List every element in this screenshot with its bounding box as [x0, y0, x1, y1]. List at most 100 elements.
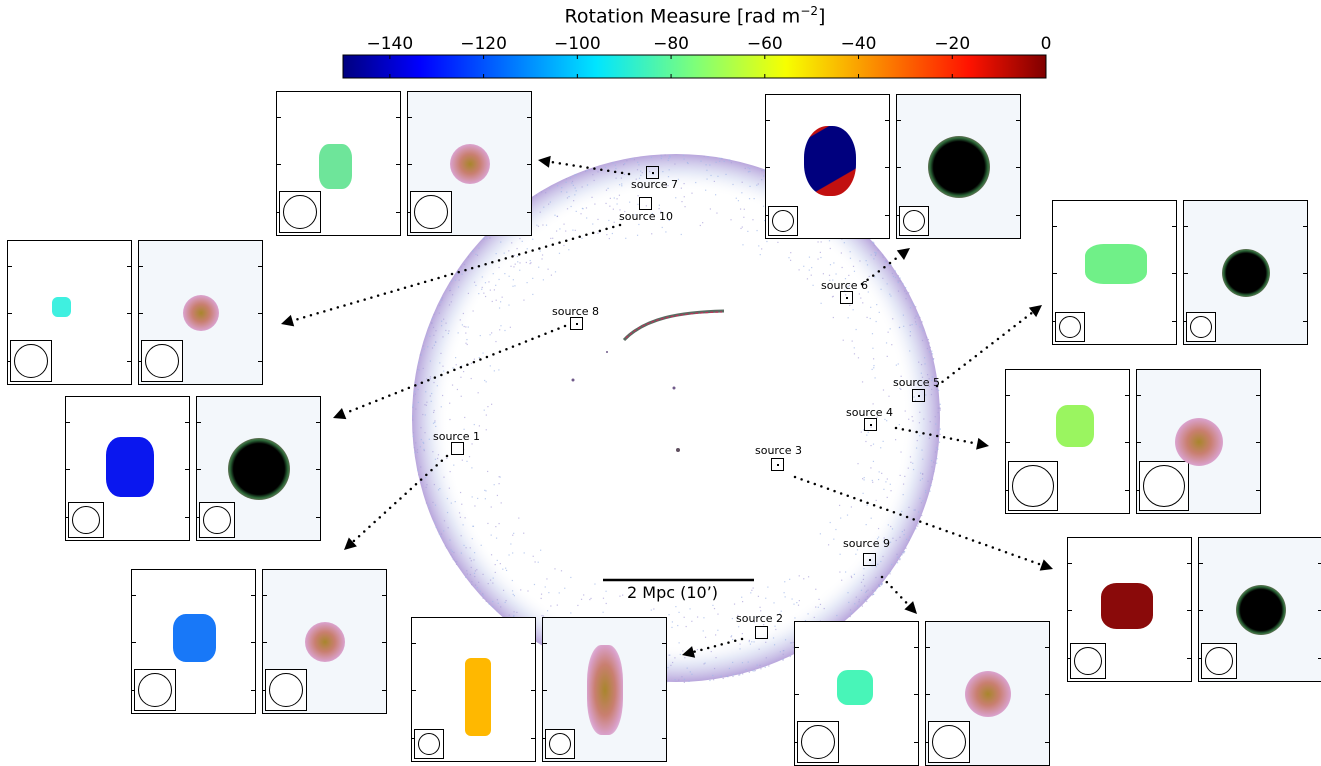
beam-inset: [1201, 643, 1237, 679]
rm-blob: [319, 144, 352, 189]
pointer-arrow: [793, 475, 1053, 571]
rm-blob: [837, 670, 873, 705]
arrows: [281, 155, 1053, 658]
radio-image-noise: [412, 154, 942, 683]
colorbar-tick-label: −100: [554, 34, 601, 54]
rm-cutout-panel: [131, 569, 256, 714]
colorbar-tick-label: −80: [653, 34, 689, 54]
rm-cutout-panel: [765, 94, 890, 239]
intensity-blob: [183, 295, 219, 331]
intensity-cutout-panel: [138, 240, 263, 385]
source-label: source 5: [893, 376, 941, 389]
beam-inset: [10, 340, 52, 382]
rm-cutout-panel: [794, 621, 919, 766]
source-box: [646, 166, 659, 179]
source-label: source 1: [433, 430, 481, 443]
colorbar: [342, 54, 1047, 79]
beam-inset: [1139, 461, 1189, 511]
intensity-blob: [228, 438, 290, 500]
source-box: [840, 291, 853, 304]
beam-inset: [134, 669, 176, 711]
source-box: [912, 389, 925, 402]
source-label: source 7: [631, 178, 679, 191]
source-label: source 3: [755, 444, 803, 457]
pointer-arrow: [860, 248, 910, 286]
intensity-cutout-panel: [896, 94, 1021, 239]
source-box: [639, 197, 652, 210]
rm-cutout-panel: [1052, 200, 1177, 345]
rm-blob: [1056, 405, 1094, 447]
rm-blob: [106, 437, 154, 497]
beam-inset: [899, 206, 929, 236]
source-label: source 2: [736, 612, 784, 625]
intensity-cutout-panel: [1136, 369, 1261, 514]
source-box: [864, 418, 877, 431]
beam-inset: [545, 729, 575, 759]
colorbar-tick-label: −40: [841, 34, 877, 54]
source-label: source 4: [846, 406, 894, 419]
rm-blob: [52, 297, 71, 317]
intensity-blob: [965, 671, 1011, 717]
radio-image-disk: [412, 154, 940, 682]
source-box: [570, 317, 583, 330]
colorbar-tick-label: −120: [460, 34, 507, 54]
rm-blob: [1101, 583, 1153, 629]
beam-inset: [68, 502, 104, 538]
beam-inset: [797, 721, 839, 763]
beam-inset: [265, 669, 307, 711]
pointer-arrow: [538, 155, 631, 176]
pointer-arrow: [333, 324, 567, 420]
beam-inset: [279, 191, 321, 233]
intensity-blob: [1236, 585, 1286, 635]
rm-blob: [1085, 244, 1147, 284]
intensity-cutout-panel: [407, 91, 532, 236]
intensity-cutout-panel: [1198, 537, 1321, 682]
beam-inset: [928, 721, 970, 763]
intensity-blob: [450, 144, 490, 184]
beam-inset: [1055, 312, 1085, 342]
source-label: source 9: [843, 537, 891, 550]
rm-cutout-panel: [1005, 369, 1130, 514]
intensity-blob: [928, 136, 990, 198]
intensity-cutout-panel: [542, 617, 667, 762]
intensity-blob: [1175, 418, 1223, 466]
colorbar-ticks: −140 −120 −100 −80 −60 −40 −20 0: [367, 34, 1052, 78]
source-label: source 8: [552, 305, 600, 318]
beam-inset: [414, 729, 444, 759]
pointer-arrow: [682, 637, 744, 658]
pointer-arrow: [344, 454, 449, 550]
source-box: [755, 626, 768, 639]
pointer-arrow: [935, 305, 1042, 388]
source-box: [451, 442, 464, 455]
colorbar-tick-label: −60: [747, 34, 783, 54]
intensity-cutout-panel: [196, 396, 321, 541]
rm-cutout-panel: [276, 91, 401, 236]
source-label: source 6: [821, 279, 869, 292]
beam-inset: [1070, 643, 1106, 679]
source-box: [771, 458, 784, 471]
scale-bar-label: 2 Mpc (10’): [627, 583, 719, 602]
intensity-blob: [1222, 249, 1270, 297]
beam-inset: [768, 206, 798, 236]
rm-blob: [465, 658, 491, 736]
intensity-cutout-panel: [262, 569, 387, 714]
colorbar-title: Rotation Measure [rad m−2]: [564, 4, 826, 28]
source-label: source 10: [619, 210, 674, 223]
pointer-arrow: [880, 575, 917, 614]
rm-cutout-panel: [7, 240, 132, 385]
intensity-cutout-panel: [925, 621, 1050, 766]
colorbar-tick-label: −20: [934, 34, 970, 54]
pointer-arrow: [894, 426, 989, 450]
rm-cutout-panel: [65, 396, 190, 541]
source-box: [863, 553, 876, 566]
rm-blob: [173, 614, 216, 662]
colorbar-tick-label: −140: [367, 34, 414, 54]
rm-cutout-panel: [411, 617, 536, 762]
colorbar-tick-label: 0: [1041, 34, 1052, 54]
rm-blob: [804, 126, 856, 196]
beam-inset: [199, 502, 235, 538]
pointer-arrow: [281, 223, 622, 327]
intensity-blob: [305, 622, 345, 662]
beam-inset: [1008, 461, 1058, 511]
